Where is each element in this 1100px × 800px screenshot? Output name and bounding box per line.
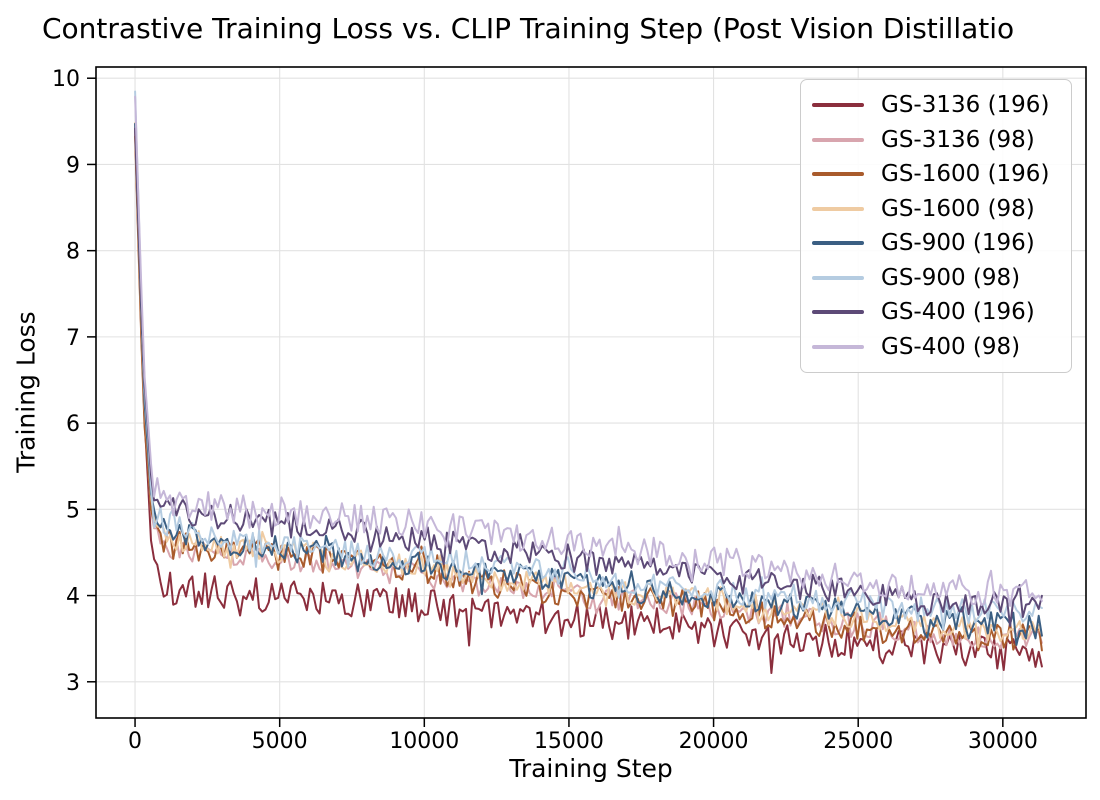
y-tick-label: 8: [66, 240, 80, 265]
legend-label: GS-3136 (196): [881, 92, 1050, 119]
x-tick-label: 30000: [968, 729, 1038, 754]
tick-marks: [87, 77, 1004, 727]
legend-row-gs-900-196: GS-900 (196): [812, 230, 1071, 256]
legend-row-gs-1600-98: GS-1600 (98): [812, 196, 1071, 222]
y-tick-label: 7: [66, 326, 80, 351]
y-tick-label: 4: [66, 585, 80, 610]
legend-label: GS-3136 (98): [881, 126, 1035, 153]
legend-label: GS-1600 (196): [881, 161, 1050, 188]
x-tick-label: 10000: [389, 729, 459, 754]
legend-label: GS-900 (196): [881, 230, 1035, 257]
series-line-gs-900-98: [134, 90, 1043, 631]
x-axis-label: Training Step: [509, 754, 673, 783]
legend-label: GS-1600 (98): [881, 195, 1035, 222]
chart-title: Contrastive Training Loss vs. CLIP Train…: [42, 12, 1015, 45]
legend-row-gs-1600-196: GS-1600 (196): [812, 161, 1071, 187]
x-tick-label: 5000: [252, 729, 308, 754]
y-tick-label: 5: [66, 498, 80, 523]
legend-label: GS-400 (98): [881, 333, 1021, 360]
legend-line-swatch: [812, 172, 864, 177]
x-tick-label: 0: [128, 729, 142, 754]
y-tick-label: 6: [66, 412, 80, 437]
axes-spine: [95, 66, 1087, 719]
legend-line-swatch: [812, 275, 864, 280]
legend-row-gs-400-196: GS-400 (196): [812, 299, 1071, 325]
x-tick-label: 20000: [679, 729, 749, 754]
legend-line-swatch: [812, 241, 864, 246]
y-tick-label: 10: [52, 67, 80, 92]
legend-line-swatch: [812, 344, 864, 349]
legend-row-gs-400-98: GS-400 (98): [812, 334, 1071, 360]
series-line-gs-3136-196: [134, 130, 1043, 674]
tick-labels: 0 5000 10000 15000 20000 25000 30000 3 4 5 6 7 8 9 10: [52, 67, 1038, 754]
y-tick-label: 9: [66, 153, 80, 178]
x-tick-label: 25000: [823, 729, 893, 754]
y-axis-label: Training Loss: [11, 311, 41, 473]
legend-row-gs-900-98: GS-900 (98): [812, 265, 1071, 291]
series-line-gs-400-98: [134, 95, 1043, 607]
legend-row-gs-3136-196: GS-3136 (196): [812, 92, 1071, 118]
legend-label: GS-900 (98): [881, 264, 1021, 291]
legend-line-swatch: [812, 206, 864, 211]
series-line-gs-900-196: [134, 122, 1043, 646]
legend-line-swatch: [812, 310, 864, 315]
legend-line-swatch: [812, 137, 864, 142]
series-lines: [134, 90, 1043, 674]
legend-label: GS-400 (196): [881, 299, 1035, 326]
legend-box: GS-3136 (196) GS-3136 (98) GS-1600 (196) GS…: [800, 79, 1072, 373]
x-tick-label: 15000: [534, 729, 604, 754]
y-tick-label: 3: [66, 671, 80, 696]
legend-line-swatch: [812, 103, 864, 108]
legend-row-gs-3136-98: GS-3136 (98): [812, 127, 1071, 153]
